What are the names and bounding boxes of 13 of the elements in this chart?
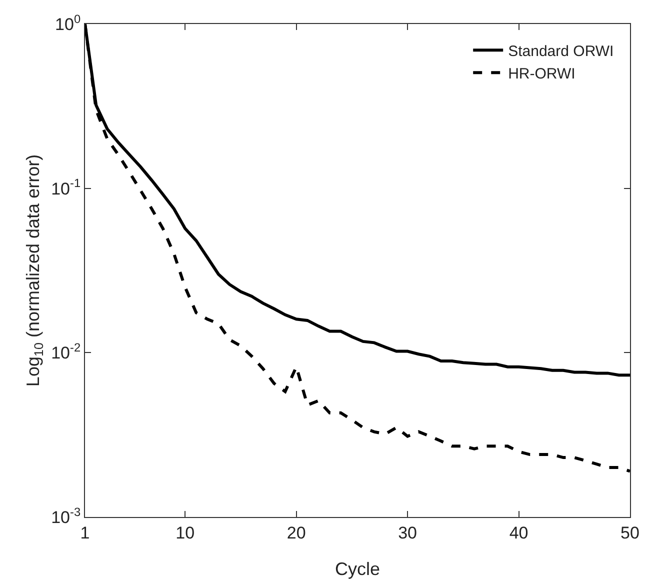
x-tick-label: 40 bbox=[509, 523, 528, 542]
y-tick-label: 10$^{-1}$ bbox=[51, 176, 81, 198]
y-tick-label: 10$^{-3}$ bbox=[51, 504, 81, 527]
legend-label: Standard ORWI bbox=[508, 42, 614, 60]
x-tick-label: 50 bbox=[620, 523, 640, 542]
x-tick-label: 20 bbox=[286, 523, 306, 542]
x-tick-label: 30 bbox=[398, 523, 418, 542]
x-tick-label: 10 bbox=[176, 523, 195, 542]
y-tick-label: 10$^{0}$ bbox=[55, 12, 81, 34]
legend-label: HR-ORWI bbox=[508, 65, 576, 82]
x-axis-title: Cycle bbox=[334, 559, 380, 579]
y-tick-label: 10$^{-2}$ bbox=[51, 340, 81, 363]
x-tick-label: 1 bbox=[80, 523, 90, 542]
